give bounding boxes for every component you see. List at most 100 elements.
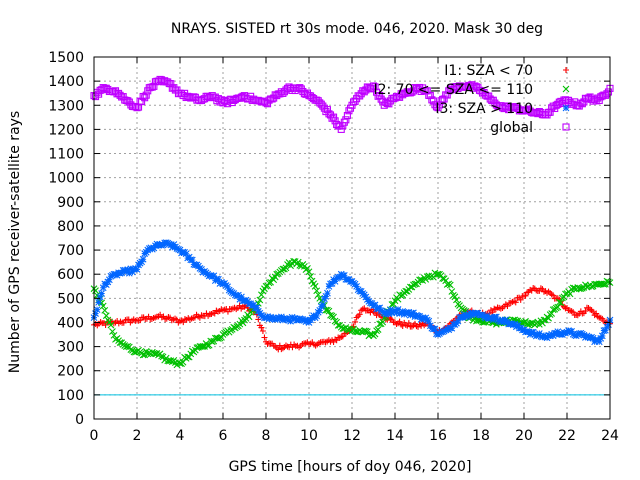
data-point-glyph bbox=[334, 322, 342, 329]
data-point-glyph bbox=[142, 248, 150, 256]
data-point-glyph bbox=[443, 325, 451, 333]
data-point bbox=[422, 314, 430, 322]
data-point bbox=[551, 329, 559, 337]
x-tick-label: 20 bbox=[515, 428, 533, 444]
data-point-glyph bbox=[238, 293, 245, 301]
data-point bbox=[406, 283, 414, 291]
data-point bbox=[293, 316, 301, 324]
data-point-glyph bbox=[388, 301, 396, 308]
data-point bbox=[340, 271, 348, 279]
data-point-glyph bbox=[529, 328, 537, 336]
legend-label: I3: SZA > 110 bbox=[435, 101, 533, 117]
data-point bbox=[239, 297, 247, 305]
data-point-glyph bbox=[519, 326, 526, 334]
y-tick-label: 700 bbox=[57, 243, 84, 259]
data-point-glyph bbox=[319, 301, 327, 309]
data-point-glyph bbox=[571, 331, 579, 339]
data-point-glyph bbox=[583, 304, 590, 311]
data-point-glyph bbox=[396, 318, 403, 325]
data-point-glyph bbox=[261, 314, 268, 322]
data-point bbox=[139, 255, 147, 263]
series-4 bbox=[90, 75, 614, 133]
data-point bbox=[313, 96, 321, 104]
data-point bbox=[376, 320, 384, 328]
data-point bbox=[164, 239, 172, 247]
data-point-glyph bbox=[124, 266, 132, 273]
data-point-glyph bbox=[583, 332, 591, 340]
data-point-glyph bbox=[130, 348, 138, 356]
data-point-glyph bbox=[554, 303, 562, 311]
data-point-glyph bbox=[353, 283, 360, 290]
data-point-glyph bbox=[431, 101, 439, 109]
data-point bbox=[330, 113, 338, 121]
data-point-glyph bbox=[476, 317, 483, 324]
data-point bbox=[582, 308, 589, 315]
data-point bbox=[175, 245, 182, 253]
data-point-glyph bbox=[497, 305, 504, 312]
x-tick-label: 24 bbox=[601, 428, 619, 444]
data-point-glyph bbox=[311, 282, 319, 290]
data-point bbox=[352, 318, 359, 325]
data-point-glyph bbox=[357, 287, 365, 295]
data-point-glyph bbox=[282, 264, 290, 272]
data-point-glyph bbox=[184, 353, 192, 361]
y-tick-label: 0 bbox=[75, 412, 84, 428]
data-point bbox=[125, 269, 133, 277]
data-point bbox=[276, 342, 283, 349]
chart-title: NRAYS. SISTED rt 30s mode. 046, 2020. Ma… bbox=[171, 21, 543, 37]
data-point bbox=[258, 291, 265, 299]
data-point-glyph bbox=[277, 313, 285, 321]
legend-marker-glyph bbox=[562, 85, 570, 93]
data-point-glyph bbox=[301, 263, 308, 270]
data-point bbox=[314, 308, 322, 316]
data-point-glyph bbox=[549, 102, 557, 110]
data-point-glyph bbox=[138, 258, 145, 266]
data-point bbox=[261, 334, 268, 341]
data-point-glyph bbox=[602, 326, 609, 334]
data-point bbox=[331, 278, 339, 285]
data-point bbox=[121, 266, 129, 274]
data-point bbox=[256, 296, 264, 304]
data-point bbox=[512, 299, 519, 306]
data-point-glyph bbox=[362, 327, 370, 335]
data-point bbox=[590, 308, 597, 315]
data-point bbox=[393, 309, 400, 317]
data-point-glyph bbox=[99, 284, 107, 292]
data-point bbox=[433, 330, 440, 338]
data-point-glyph bbox=[139, 255, 147, 263]
data-point bbox=[182, 250, 190, 258]
data-point-glyph bbox=[549, 332, 557, 340]
data-point-glyph bbox=[101, 307, 109, 314]
data-point-glyph bbox=[110, 270, 118, 278]
data-point bbox=[492, 313, 500, 321]
data-point bbox=[390, 319, 397, 326]
data-point-glyph bbox=[245, 313, 253, 321]
data-point-glyph bbox=[376, 304, 384, 312]
data-point-glyph bbox=[210, 272, 218, 280]
data-point-glyph bbox=[353, 314, 360, 321]
data-point-glyph bbox=[462, 313, 470, 321]
data-point-glyph bbox=[394, 306, 402, 313]
data-point bbox=[431, 325, 439, 333]
data-point bbox=[583, 332, 591, 340]
data-point-glyph bbox=[153, 313, 160, 320]
data-point bbox=[425, 317, 433, 325]
data-point-glyph bbox=[98, 290, 106, 297]
data-point bbox=[92, 310, 99, 317]
grid bbox=[94, 57, 610, 419]
data-point-glyph bbox=[594, 336, 602, 344]
data-point bbox=[390, 308, 397, 316]
data-point bbox=[282, 342, 289, 349]
data-point bbox=[446, 281, 454, 289]
data-point-glyph bbox=[453, 296, 460, 304]
data-point-glyph bbox=[550, 292, 557, 299]
data-point bbox=[416, 312, 423, 320]
data-point bbox=[376, 304, 384, 312]
data-point bbox=[141, 351, 149, 359]
data-point bbox=[371, 330, 379, 338]
data-point bbox=[184, 353, 192, 361]
tick-layer: 0100200300400500600700800900100011001200… bbox=[48, 50, 619, 444]
data-point bbox=[96, 293, 104, 301]
data-point-glyph bbox=[448, 324, 456, 332]
data-point bbox=[568, 308, 575, 315]
